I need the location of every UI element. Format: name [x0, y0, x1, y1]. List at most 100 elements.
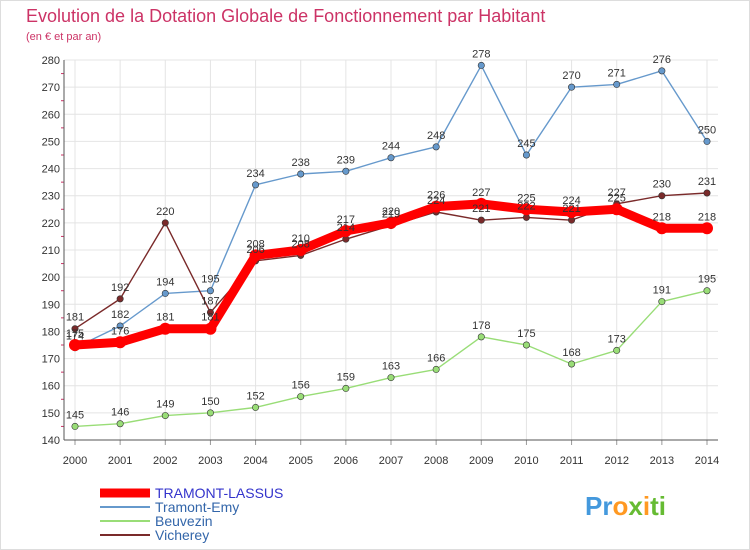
data-label: 168	[562, 347, 580, 359]
data-point	[655, 222, 668, 235]
data-point	[387, 154, 395, 162]
data-point	[477, 216, 485, 224]
data-label: 224	[562, 195, 580, 207]
data-point	[568, 360, 576, 368]
data-label: 159	[337, 371, 355, 383]
data-point	[703, 137, 711, 145]
data-label: 221	[472, 203, 490, 215]
data-point	[387, 374, 395, 382]
chart-title: Evolution de la Dotation Globale de Fonc…	[26, 6, 545, 26]
data-point	[249, 249, 262, 262]
chart-subtitle: (en € et par an)	[26, 31, 101, 43]
data-point	[297, 170, 305, 178]
data-label: 218	[653, 211, 671, 223]
y-tick-label: 270	[42, 82, 60, 94]
data-point	[385, 216, 397, 229]
data-label: 210	[292, 233, 310, 245]
data-point	[477, 61, 485, 69]
x-tick-label: 2003	[198, 455, 222, 467]
data-point	[658, 192, 666, 200]
x-tick-label: 2001	[108, 455, 132, 467]
data-point	[116, 420, 124, 428]
data-point	[477, 333, 485, 341]
data-label: 219	[382, 209, 400, 221]
data-label: 150	[201, 396, 219, 408]
data-label: 152	[246, 390, 264, 402]
legend-label: Vicherey	[155, 527, 209, 543]
x-tick-label: 2014	[695, 455, 719, 467]
y-tick-label: 160	[42, 381, 60, 393]
data-point	[568, 83, 576, 91]
data-point	[339, 225, 352, 237]
data-label: 231	[698, 176, 716, 188]
data-point	[432, 365, 440, 373]
data-label: 174	[66, 331, 84, 343]
data-label: 146	[111, 407, 129, 419]
data-label: 222	[517, 200, 535, 212]
data-label: 181	[201, 312, 219, 324]
data-label: 271	[608, 67, 626, 79]
y-tick-label: 250	[42, 136, 60, 148]
logo-letter: x	[628, 491, 643, 521]
data-point	[432, 143, 440, 151]
data-point	[114, 336, 127, 349]
data-label: 225	[608, 192, 626, 204]
data-label: 182	[111, 309, 129, 321]
x-tick-label: 2013	[650, 455, 674, 467]
data-label: 221	[562, 203, 580, 215]
data-point	[565, 206, 578, 218]
x-tick-label: 2008	[424, 455, 448, 467]
x-tick-label: 2011	[560, 455, 584, 467]
data-point	[701, 222, 713, 235]
data-label: 270	[562, 70, 580, 82]
y-tick-label: 240	[42, 164, 60, 176]
data-point	[613, 80, 621, 88]
data-label: 178	[472, 320, 490, 332]
data-label: 220	[156, 206, 174, 218]
data-point	[206, 409, 214, 417]
data-label: 176	[111, 325, 129, 337]
data-label: 234	[246, 168, 264, 180]
data-label: 225	[517, 192, 535, 204]
data-label: 217	[337, 214, 355, 226]
data-point	[610, 203, 623, 216]
y-tick-label: 210	[42, 245, 60, 257]
legend-label: Beuvezin	[155, 513, 213, 529]
data-point	[475, 197, 488, 210]
data-point	[252, 181, 260, 189]
data-point	[342, 167, 350, 175]
data-point	[520, 203, 533, 216]
data-label: 149	[156, 399, 174, 411]
data-label: 191	[653, 285, 671, 297]
data-point	[71, 422, 79, 430]
data-label: 245	[517, 138, 535, 150]
data-point	[613, 346, 621, 354]
data-label: 175	[517, 328, 535, 340]
data-label: 208	[292, 238, 310, 250]
axes: 140 150 160 170 180 190 200 210 220 230 240 250 260 2…	[42, 55, 720, 467]
data-point	[204, 322, 217, 335]
data-point	[342, 384, 350, 392]
data-label: 208	[246, 238, 264, 250]
logo-letter: i	[643, 491, 650, 521]
data-point	[116, 322, 124, 330]
y-tick-label: 280	[42, 55, 60, 67]
proxiti-logo: Proxiti	[585, 491, 666, 521]
data-point	[522, 341, 530, 349]
data-point	[161, 289, 169, 297]
data-label: 214	[337, 222, 355, 234]
y-tick-label: 150	[42, 408, 60, 420]
data-label: 175	[66, 328, 84, 340]
y-tick-label: 140	[42, 435, 60, 447]
data-point	[294, 244, 307, 256]
data-point	[522, 151, 530, 159]
data-point	[161, 219, 169, 227]
data-label: 248	[427, 130, 445, 142]
logo-letter: Pr	[585, 491, 612, 521]
legend-label: TRAMONT-LASSUS	[155, 485, 283, 501]
data-point	[71, 325, 79, 333]
y-tick-label: 220	[42, 218, 60, 230]
data-label: 145	[66, 409, 84, 421]
